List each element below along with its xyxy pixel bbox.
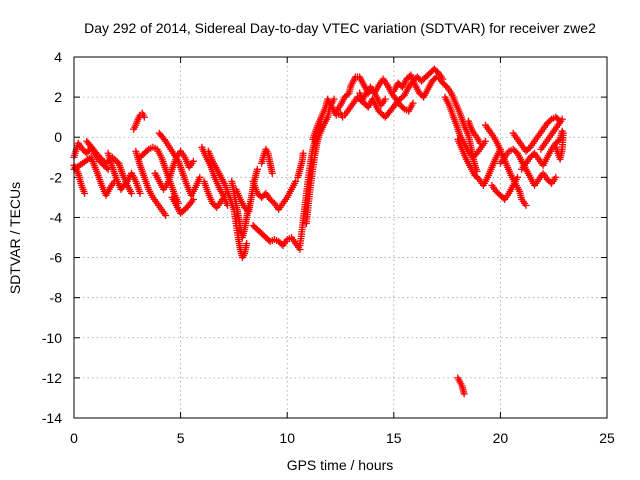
y-axis-label: SDTVAR / TECUs bbox=[7, 182, 23, 294]
data-point bbox=[122, 179, 130, 187]
data-point bbox=[178, 208, 186, 216]
x-tick-label: 5 bbox=[177, 430, 185, 446]
data-point bbox=[253, 165, 261, 173]
chart-title: Day 292 of 2014, Sidereal Day-to-day VTE… bbox=[84, 20, 596, 36]
data-point bbox=[112, 156, 120, 164]
data-point bbox=[188, 197, 196, 205]
data-point bbox=[96, 153, 104, 161]
data-point bbox=[394, 97, 402, 105]
data-point bbox=[409, 99, 417, 107]
data-point bbox=[99, 156, 107, 164]
data-point bbox=[399, 93, 407, 101]
x-tick-label: 0 bbox=[70, 430, 78, 446]
data-point bbox=[97, 155, 105, 163]
data-point bbox=[558, 115, 566, 123]
data-point bbox=[180, 206, 188, 214]
data-point bbox=[376, 109, 384, 117]
data-point bbox=[196, 173, 204, 181]
y-tick-label: 4 bbox=[54, 49, 62, 65]
data-point bbox=[160, 136, 168, 144]
data-point bbox=[522, 201, 530, 209]
y-tick-label: -10 bbox=[42, 330, 62, 346]
y-tick-label: -8 bbox=[50, 290, 63, 306]
data-point bbox=[552, 173, 560, 181]
y-tick-label: 0 bbox=[54, 129, 62, 145]
data-point bbox=[128, 189, 136, 197]
data-point bbox=[140, 113, 148, 121]
data-point bbox=[330, 95, 338, 103]
y-tick-label: -2 bbox=[50, 169, 63, 185]
data-point bbox=[397, 94, 405, 102]
data-point bbox=[292, 177, 300, 185]
x-tick-label: 20 bbox=[493, 430, 509, 446]
y-tick-label: 2 bbox=[54, 89, 62, 105]
y-tick-label: -4 bbox=[50, 209, 63, 225]
y-tick-label: -12 bbox=[42, 370, 62, 386]
x-tick-label: 10 bbox=[279, 430, 295, 446]
data-point bbox=[136, 189, 144, 197]
data-points bbox=[70, 65, 567, 398]
data-point bbox=[559, 129, 567, 137]
data-point bbox=[513, 173, 521, 181]
data-point bbox=[243, 240, 251, 248]
data-point bbox=[476, 139, 484, 147]
data-point bbox=[460, 390, 468, 398]
data-point bbox=[381, 95, 389, 103]
x-tick-label: 25 bbox=[599, 430, 615, 446]
data-point bbox=[481, 137, 489, 145]
data-point bbox=[162, 211, 170, 219]
data-point bbox=[546, 117, 554, 125]
data-point bbox=[81, 189, 89, 197]
data-point bbox=[103, 164, 111, 172]
x-axis-label: GPS time / hours bbox=[287, 457, 394, 473]
y-tick-label: -6 bbox=[50, 250, 63, 266]
data-point bbox=[177, 209, 185, 217]
data-point bbox=[375, 107, 383, 115]
data-point bbox=[113, 158, 121, 166]
data-point bbox=[189, 195, 197, 203]
data-point bbox=[143, 147, 151, 155]
data-point bbox=[399, 104, 407, 112]
plot-frame bbox=[73, 56, 608, 419]
data-point bbox=[299, 149, 307, 157]
x-tick-label: 15 bbox=[386, 430, 402, 446]
data-point bbox=[189, 157, 197, 165]
data-point bbox=[268, 169, 276, 177]
data-point bbox=[431, 74, 439, 82]
data-point bbox=[396, 96, 404, 104]
y-tick-label: -14 bbox=[42, 410, 62, 426]
